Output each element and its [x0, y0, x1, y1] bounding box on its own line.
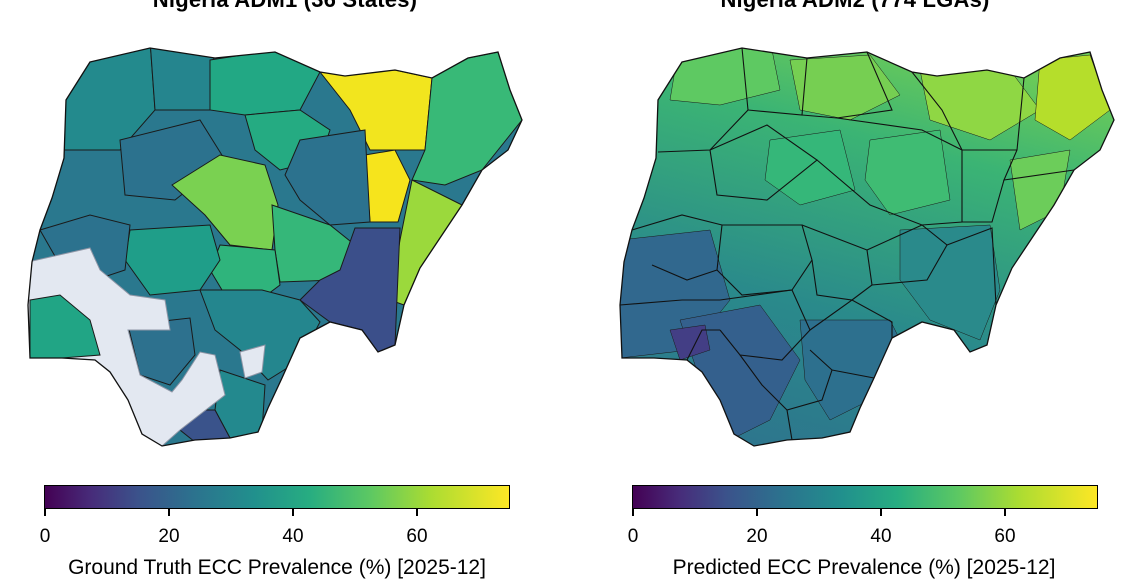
left-map-panel: Nigeria ADM1 (36 States) [0, 0, 570, 579]
lga-region [1009, 149, 1071, 231]
colorbar-tick-label: 20 [158, 526, 180, 547]
state-boundary [809, 299, 893, 338]
state-region [149, 48, 216, 111]
adm1-map [27, 47, 523, 447]
colorbar-tick-label: 60 [406, 526, 428, 547]
colorbar-tick [632, 509, 634, 516]
left-colorbar [44, 485, 510, 509]
country-outline [27, 47, 523, 447]
state-boundary [620, 299, 720, 306]
left-map-title: Nigeria ADM1 (36 States) [0, 0, 570, 13]
state-boundary [831, 369, 875, 379]
colorbar-tick-label: 60 [994, 526, 1016, 547]
lga-region [1034, 54, 1111, 141]
colorbar-tick-label: 40 [282, 526, 304, 547]
colorbar-tick-label: 20 [746, 526, 768, 547]
state-boundary [716, 224, 813, 296]
right-colorbar [632, 485, 1098, 509]
state-boundary [911, 71, 1017, 151]
lga-region [864, 129, 951, 216]
colorbar-tick-label: 0 [39, 526, 51, 547]
colorbar-tick-label: 40 [870, 526, 892, 547]
state-boundary [946, 227, 997, 306]
colorbar-tick [416, 509, 418, 516]
state-boundary [962, 179, 1005, 223]
state-boundary [739, 349, 833, 411]
colorbar-tick [168, 509, 170, 516]
colorbar-tick [292, 509, 294, 516]
left-colorbar-label: Ground Truth ECC Prevalence (%) [2025-12… [68, 556, 486, 579]
state-boundary [801, 51, 893, 119]
state-boundary [709, 124, 818, 201]
right-colorbar-label: Predicted ECC Prevalence (%) [2025-12] [672, 556, 1056, 579]
no-data-region [239, 344, 266, 379]
state-boundary [686, 329, 720, 361]
state-boundary [786, 409, 793, 441]
state-boundary [1003, 77, 1075, 181]
lga-region [789, 54, 901, 121]
colorbar-tick [1004, 509, 1006, 516]
colorbar-tick-label: 0 [627, 526, 639, 547]
right-map-panel: Nigeria ADM2 (774 LGAs) [570, 0, 1140, 579]
colorbar-tick [756, 509, 758, 516]
state-boundary [801, 224, 873, 301]
lga-region [899, 224, 1001, 341]
right-map-title: Nigeria ADM2 (774 LGAs) [570, 0, 1140, 13]
country-outline [619, 47, 1115, 447]
state-region [411, 51, 522, 186]
state-boundary [657, 48, 749, 153]
adm2-map [619, 47, 1115, 447]
colorbar-tick [880, 509, 882, 516]
lga-region [764, 129, 856, 206]
colorbar-tick [44, 509, 46, 516]
state-boundary [719, 289, 811, 361]
state-boundary [631, 214, 723, 281]
